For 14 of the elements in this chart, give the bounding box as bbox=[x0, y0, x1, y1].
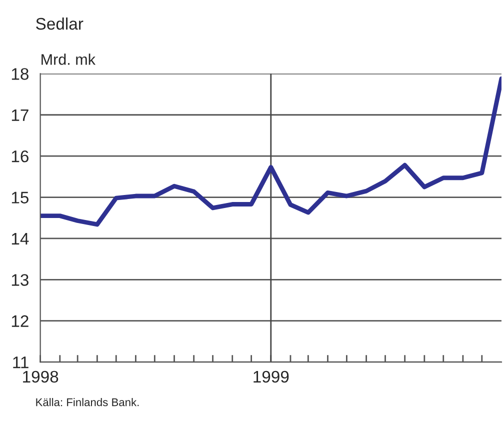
y-tick-label: 16 bbox=[12, 150, 28, 162]
x-tick-label: 1998 bbox=[23, 370, 58, 383]
y-tick-label: 13 bbox=[12, 274, 28, 286]
y-tick-label: 18 bbox=[12, 68, 28, 80]
chart-title: Sedlar bbox=[36, 17, 84, 30]
y-tick-label: 14 bbox=[12, 233, 29, 245]
y-axis-title: Mrd. mk bbox=[42, 54, 96, 65]
y-tick-label: 12 bbox=[12, 315, 28, 327]
x-tick-label: 1999 bbox=[254, 370, 289, 383]
line-series bbox=[40, 76, 502, 227]
text: Källa: Finlands Bank. bbox=[36, 398, 139, 406]
y-tick-label: 11 bbox=[13, 356, 28, 368]
y-tick-label: 17 bbox=[12, 109, 28, 121]
y-tick-label: 15 bbox=[12, 192, 29, 204]
